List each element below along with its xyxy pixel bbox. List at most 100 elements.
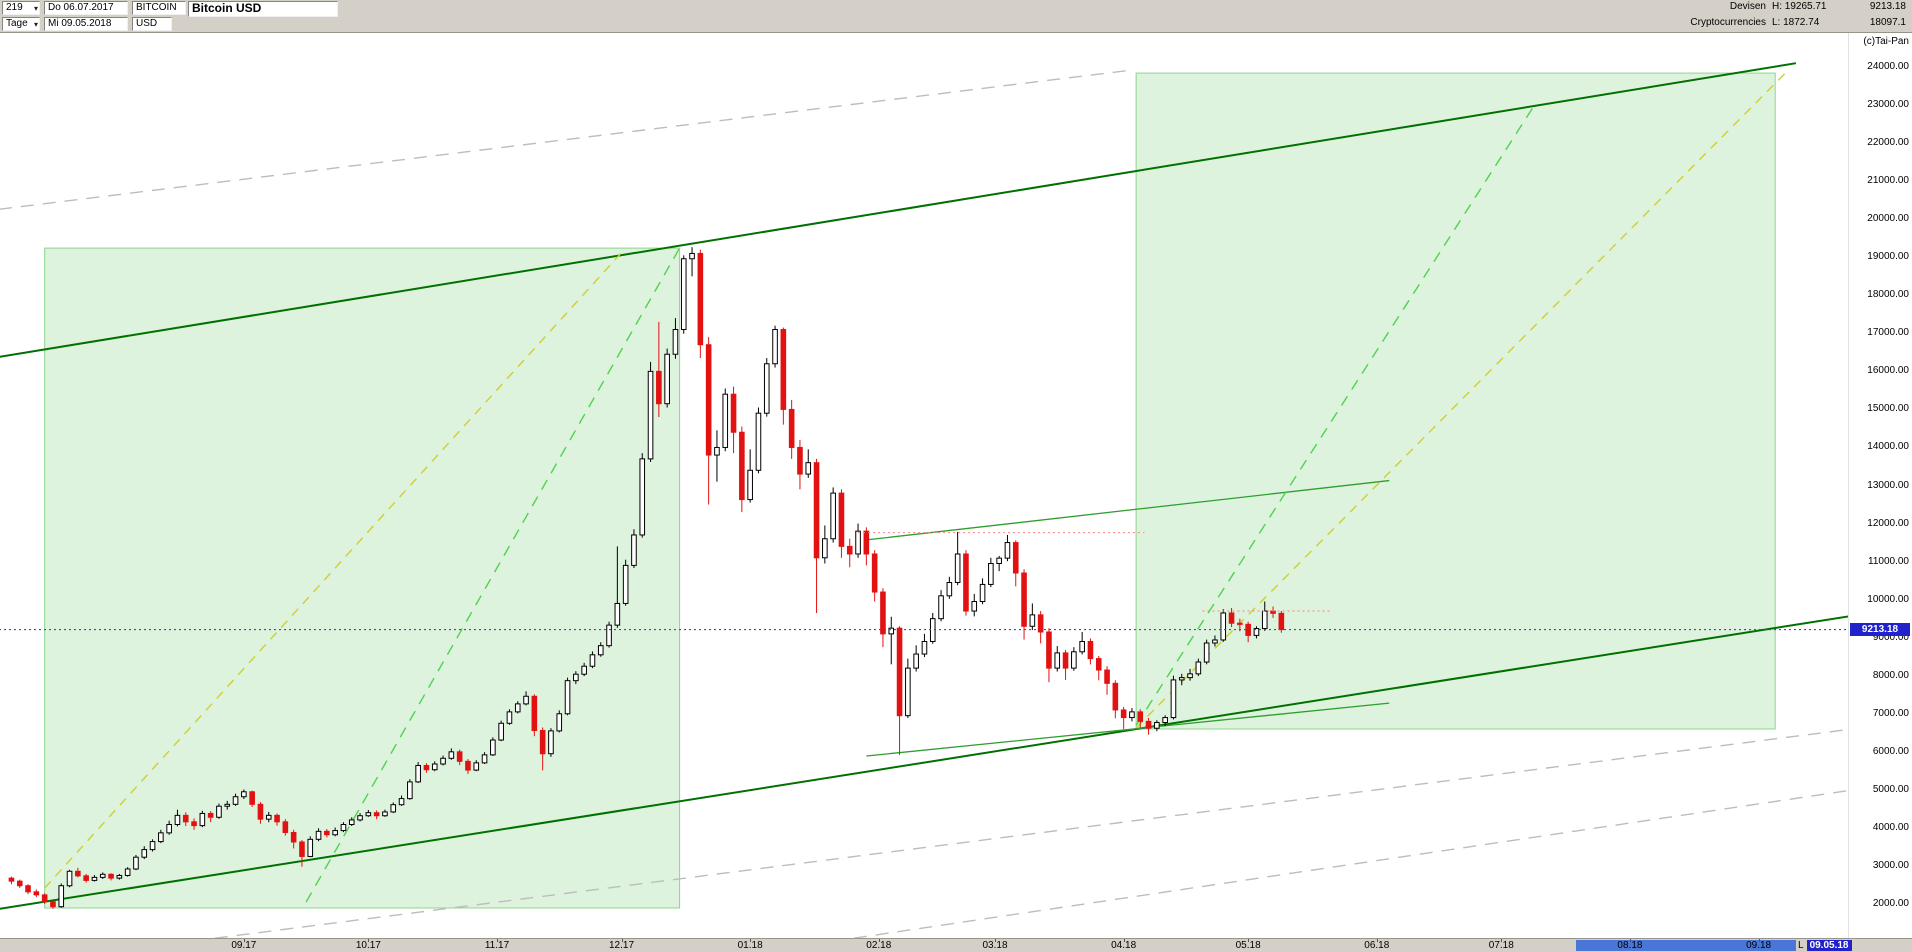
date-tick-label: 11.17 [484,940,510,951]
candle-body [597,645,604,656]
candle-body [680,258,687,331]
period-select[interactable]: Tage ▾ [2,17,40,31]
candle-body [788,408,795,448]
candle-body [747,469,753,501]
candle-body [41,894,48,903]
candle-body [174,814,181,825]
candle-body [921,640,928,655]
date-tick-label-highlighted: 08.18 [1617,940,1643,951]
candle-body [431,763,438,771]
candle-body [672,329,679,355]
candle-body [299,841,305,857]
last-price-tag: 9213.18 [1850,622,1910,636]
candle-body [531,695,538,732]
candle-body [1120,709,1127,719]
candle-body [83,875,89,881]
candle-body [1212,639,1218,644]
candle-body [191,821,197,827]
candle-body [739,431,745,501]
candle-body [1187,673,1193,679]
category-line2: Cryptocurrencies [1690,17,1766,28]
date-to-field[interactable]: Mi 09.05.2018 [44,17,128,31]
date-tick-mark [1758,939,1760,942]
highlight-region-2017-rally [44,247,681,909]
candle-body [1228,612,1235,624]
date-from-value: Do 06.07.2017 [48,2,114,13]
candlestick-chart[interactable] [0,33,1848,938]
visible-range-indicator[interactable] [1576,940,1796,951]
price-axis[interactable]: (c)Tai-Pan 9213.18 24000.00 23000.00 22000… [1848,33,1912,938]
candle-body [697,252,704,346]
symbol-field[interactable]: BITCOIN [132,1,186,15]
price-tick-label: 19000.00 [1867,251,1909,263]
time-axis[interactable]: L 09.05.18 09.17 10.17 11.17 12.17 01.18 02.18… [0,938,1912,952]
candle-body [465,760,471,771]
candle-body [498,722,504,741]
period-value: Tage [6,18,28,29]
candle-body [714,446,720,456]
candle-body [822,538,828,559]
candle-body [124,868,131,876]
range-high-label: H: 19265.71 [1772,1,1827,12]
date-tick-label: 06.18 [1364,940,1390,951]
candle-body [863,530,870,555]
candle-body [1087,640,1094,660]
candle-body [979,583,986,603]
candle-body [456,751,463,762]
candle-body [1021,572,1027,627]
date-tick-mark [1123,939,1125,942]
candle-body [539,730,546,755]
date-to-value: Mi 09.05.2018 [48,18,112,29]
date-tick-mark [750,939,752,942]
price-tick-label: 23000.00 [1867,99,1909,111]
candle-body [772,329,778,365]
candle-body [871,553,878,593]
candle-body [514,703,521,713]
candle-body [1195,661,1202,675]
date-tick-label: 07.18 [1488,940,1514,951]
last-date-prefix: L [1798,940,1804,951]
date-tick-mark [878,939,880,942]
instrument-title: Bitcoin USD [188,1,338,17]
candle-body [905,667,911,717]
price-tick-label: 24000.00 [1867,61,1909,72]
candle-body [440,757,446,765]
candle-body [324,830,330,836]
last-date-marker: L 09.05.18 [1798,940,1852,951]
candle-body [1154,722,1160,729]
bars-count-select[interactable]: 219 ▾ [2,1,40,15]
candle-body [1237,622,1243,625]
candle-body [224,803,231,807]
price-tick-label: 15000.00 [1867,403,1909,415]
candle-body [166,823,172,834]
candle-body [1004,542,1011,559]
candle-body [141,849,148,858]
candle-body [780,329,787,410]
candle-body [1178,677,1185,681]
price-tick-label: 11000.00 [1868,555,1909,567]
candle-body [365,812,372,817]
candle-body [996,557,1002,564]
green-dashed-trendline-1 [305,247,681,903]
date-tick-label: 05.18 [1235,940,1261,951]
candle-body [1129,711,1135,719]
candle-body [207,812,214,818]
candle-body [75,870,81,877]
chevron-down-icon: ▾ [33,4,38,13]
date-tick-mark [621,939,623,942]
price-tick-label: 4000.00 [1872,821,1909,833]
date-tick-mark [368,939,370,942]
date-from-field[interactable]: Do 06.07.2017 [44,1,128,15]
candle-body [1112,682,1119,711]
candle-body [556,713,563,732]
date-tick-mark [1501,939,1503,942]
yellow-dashed-trendline-1 [44,247,627,889]
candle-body [282,821,289,833]
currency-field[interactable]: USD [132,17,172,31]
inner-trendline-upper [866,479,1390,541]
candle-body [1170,679,1177,719]
date-tick-label: 12.17 [608,940,635,951]
candle-body [913,653,919,669]
candle-body [290,831,297,843]
date-tick-label: 04.18 [1111,940,1137,951]
